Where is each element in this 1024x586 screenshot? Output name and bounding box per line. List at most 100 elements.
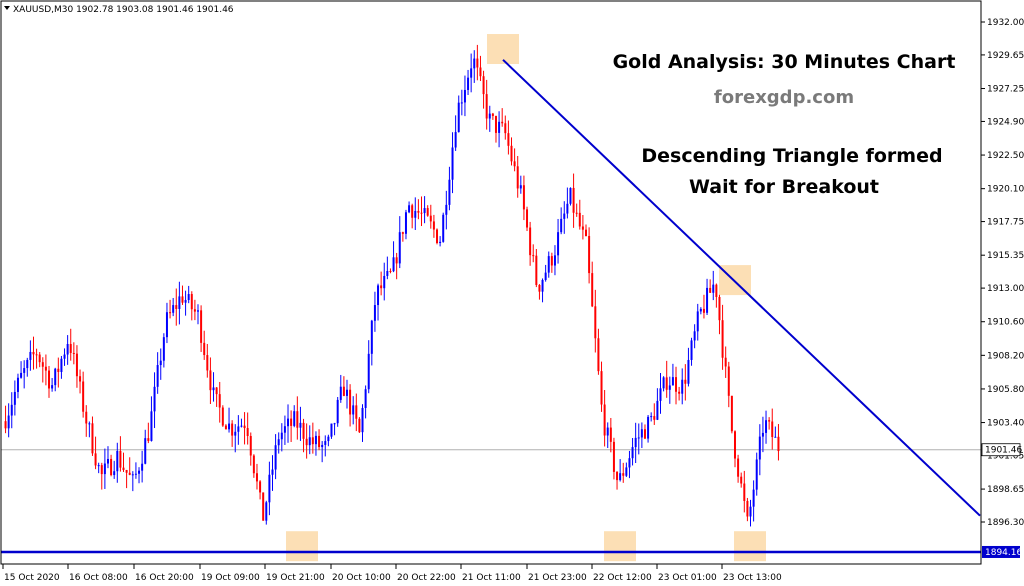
chart-title: Gold Analysis: 30 Minutes Chart <box>613 51 956 73</box>
candle-body <box>364 389 367 408</box>
candle-body <box>141 463 144 471</box>
candle-body <box>774 436 777 438</box>
candle-body <box>290 418 293 426</box>
x-tick-label: 20 Oct 10:00 <box>332 573 391 583</box>
candle-body <box>293 411 296 426</box>
candle-body <box>69 344 72 353</box>
candle-body <box>54 368 57 386</box>
support-price-label: 1894.16 <box>982 545 1022 558</box>
candle-body <box>380 285 383 289</box>
candle-body <box>746 500 749 517</box>
candle-body <box>616 471 619 481</box>
candle-body <box>650 416 653 418</box>
candle-body <box>330 423 333 437</box>
candle-body <box>361 407 364 433</box>
candle-body <box>91 423 94 454</box>
candle-body <box>426 208 429 216</box>
candle-body <box>10 404 13 416</box>
candle-body <box>609 427 612 442</box>
candle-body <box>128 472 131 475</box>
candle-body <box>730 395 733 432</box>
candle-body <box>690 340 693 360</box>
candle-body <box>218 394 221 408</box>
candle-body <box>758 436 761 460</box>
candle-body <box>72 352 75 354</box>
x-tick-label: 16 Oct 20:00 <box>135 573 194 583</box>
candle-body <box>172 305 175 313</box>
candle-body <box>144 438 147 464</box>
y-axis: 1932.00 1929.65 1927.25 1924.90 1922.50 1920.… <box>981 18 1024 528</box>
candle-body <box>75 353 78 377</box>
candle-body <box>122 467 125 470</box>
candle-body <box>311 437 314 445</box>
x-tick-label: 22 Oct 12:00 <box>593 573 652 583</box>
candle-body <box>134 473 137 475</box>
candle-body <box>377 285 380 306</box>
candle-body <box>777 436 780 452</box>
candle-body <box>414 210 417 218</box>
candle-body <box>255 473 258 482</box>
swing-highlight-box <box>286 531 318 562</box>
candle-body <box>743 483 746 501</box>
y-tick-label: 1913.00 <box>987 284 1024 294</box>
candle-body <box>333 423 336 425</box>
candle-body <box>110 458 113 476</box>
candle-body <box>411 205 414 218</box>
x-tick-label: 23 Oct 01:00 <box>658 573 717 583</box>
candle-body <box>283 426 286 433</box>
symbol-dropdown-icon[interactable] <box>4 6 10 10</box>
candle-body <box>473 58 476 69</box>
candle-body <box>299 422 302 428</box>
candle-body <box>203 342 206 356</box>
annotation-line-1: Descending Triangle formed <box>641 145 942 167</box>
candle-body <box>200 310 203 343</box>
candle-body <box>591 273 594 307</box>
candle-body <box>544 272 547 280</box>
candle-body <box>553 255 556 266</box>
candle-body <box>271 469 274 475</box>
candle-body <box>699 308 702 312</box>
candle-body <box>100 465 103 475</box>
candle-body <box>383 275 386 289</box>
plot-frame <box>0 0 982 565</box>
candle-body <box>355 405 358 419</box>
candle-body <box>197 310 199 312</box>
candle-body <box>103 463 106 475</box>
candle-body <box>740 476 743 484</box>
candle-body <box>563 213 566 219</box>
candle-body <box>628 458 631 468</box>
svg-text:1894.16: 1894.16 <box>985 548 1022 558</box>
candle-body <box>231 423 234 436</box>
candle-body <box>771 421 774 438</box>
candle-body <box>476 58 479 68</box>
candle-body <box>606 427 609 436</box>
candle-body <box>392 257 395 272</box>
x-axis: 15 Oct 2020 16 Oct 08:00 16 Oct 20:00 19 Oc… <box>2 564 782 583</box>
candle-body <box>467 77 470 90</box>
candle-body <box>386 271 389 276</box>
x-tick-label: 16 Oct 08:00 <box>69 573 128 583</box>
candle-body <box>327 436 330 442</box>
candle-body <box>538 284 541 292</box>
candle-body <box>215 387 218 395</box>
candle-body <box>162 337 165 361</box>
candle-body <box>702 308 705 313</box>
candle-body <box>479 67 482 77</box>
candle-body <box>274 445 277 470</box>
candle-body <box>550 256 553 266</box>
candle-body <box>26 359 29 369</box>
candle-body <box>541 279 544 292</box>
candle-body <box>612 441 615 472</box>
swing-highlight-box <box>604 531 636 562</box>
candle-body <box>156 365 159 387</box>
candle-body <box>603 404 606 436</box>
candle-body <box>404 212 407 234</box>
candle-body <box>314 435 317 445</box>
candle-body <box>138 470 141 474</box>
candle-body <box>97 465 100 467</box>
candle-body <box>302 422 305 439</box>
candle-body <box>504 123 507 134</box>
candle-body <box>13 391 16 405</box>
candle-body <box>522 185 525 210</box>
